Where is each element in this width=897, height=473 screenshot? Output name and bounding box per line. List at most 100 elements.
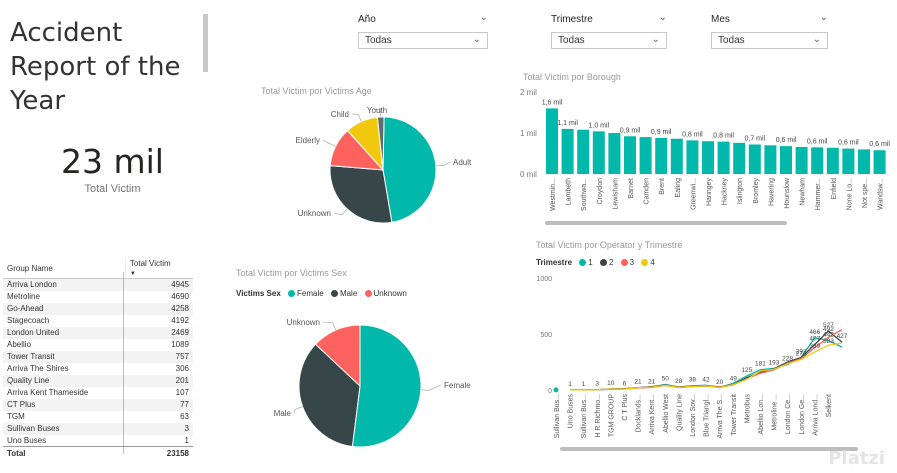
slicer-ano-title: Año <box>358 14 376 25</box>
pie-age-label-youth: Youth <box>367 106 387 115</box>
operator-category-label: London Ge... <box>799 394 806 435</box>
borough-bar[interactable] <box>592 131 605 174</box>
cell-total-victim: 201 <box>125 374 193 387</box>
operator-data-label: 21 <box>634 379 642 386</box>
borough-bar[interactable] <box>561 128 574 174</box>
pie-sex-slice-unknown[interactable] <box>314 324 361 388</box>
pie-age-slice-unknown[interactable] <box>329 165 393 224</box>
table-row[interactable]: Sullivan Buses 3 <box>3 422 193 435</box>
table-row[interactable]: Uno Buses 1 <box>3 435 193 447</box>
operator-category-label: Arriva Lond... <box>812 394 819 436</box>
table-row[interactable]: TGM 63 <box>3 411 193 423</box>
borough-category-label: Brent <box>659 178 666 195</box>
borough-bar[interactable] <box>670 138 683 174</box>
table-row[interactable]: Abellio 1089 <box>3 339 193 351</box>
borough-bar[interactable] <box>858 149 870 174</box>
borough-bar[interactable] <box>780 146 792 174</box>
pie-age-label-elderly: Elderly <box>296 136 320 145</box>
cell-total-label: Total <box>3 446 126 461</box>
borough-bar[interactable] <box>546 108 558 174</box>
slicer-trimestre-dropdown[interactable]: Todas ⌄ <box>551 32 667 49</box>
legend-q2[interactable]: 2 <box>608 258 614 267</box>
borough-category-label: Enfield <box>831 178 838 200</box>
borough-bar[interactable] <box>733 142 746 174</box>
pie-sex-slice-female[interactable] <box>351 324 422 448</box>
pie-age-chart[interactable]: Adult Unknown Elderly Child Youth <box>260 96 500 236</box>
borough-bar[interactable] <box>826 147 839 174</box>
borough-bar[interactable] <box>624 136 636 174</box>
borough-bar[interactable] <box>764 145 777 174</box>
cell-total-victim: 63 <box>180 412 189 421</box>
operator-category-label: H R Richmo... <box>595 394 602 438</box>
pie-sex-legend-title: Victims Sex <box>236 289 281 298</box>
borough-bar[interactable] <box>702 141 714 174</box>
borough-bar[interactable] <box>795 146 808 174</box>
table-row[interactable]: Arriva London 4945 <box>3 278 193 291</box>
borough-bar[interactable] <box>577 129 590 174</box>
legend-q1[interactable]: 1 <box>588 258 593 267</box>
table-row[interactable]: Stagecoach 4192 <box>3 315 193 327</box>
operator-category-label: Arriva The S... <box>717 394 724 439</box>
borough-bar[interactable] <box>811 147 824 174</box>
col-header-group-name[interactable]: Group Name <box>3 258 126 279</box>
slicer-ano-dropdown[interactable]: Todas ⌄ <box>358 32 488 49</box>
operator-data-label: 1 <box>582 381 586 388</box>
chevron-down-icon: ⌄ <box>472 34 481 45</box>
operator-data-label: 42 <box>702 376 710 383</box>
table-row[interactable]: London United 2469 <box>3 326 193 339</box>
chevron-down-icon[interactable]: ⌄ <box>479 12 488 23</box>
cell-group-name: Arriva Kent Thameside <box>7 388 89 397</box>
operator-scrollbar[interactable] <box>560 447 858 451</box>
platzi-watermark: Platzi <box>828 448 885 469</box>
operator-series-line-q4[interactable] <box>570 342 843 391</box>
table-row[interactable]: Go-Ahead 4258 <box>3 302 193 315</box>
cell-total-victim: 757 <box>125 350 193 363</box>
operator-data-label: 6 <box>623 380 627 387</box>
legend-male[interactable]: Male <box>339 289 358 298</box>
cell-total-victim: 4258 <box>125 302 193 315</box>
table-row[interactable]: Arriva The Shires 306 <box>3 363 193 375</box>
cell-group-name: Quality Line <box>3 374 126 387</box>
borough-bar-chart[interactable]: 2 mil 1 mil 0 mil 1,6 mil Westmin... 1,1 mil L… <box>520 84 892 220</box>
borough-bar[interactable] <box>639 137 652 174</box>
pie-age-label-adult: Adult <box>453 158 472 167</box>
borough-category-label: Haringey <box>706 178 713 207</box>
operator-data-label: 28 <box>675 378 683 385</box>
pie-sex-slice-male[interactable] <box>298 343 361 448</box>
col-header-total-victim[interactable]: Total Victim ▼ <box>124 258 193 279</box>
pie-age-leader-line <box>435 161 451 167</box>
table-row[interactable]: CT Plus 77 <box>3 398 193 411</box>
table-row[interactable]: Quality Line 201 <box>3 374 193 387</box>
title-divider <box>203 14 208 72</box>
table-row[interactable]: Metroline 4690 <box>3 291 193 303</box>
table-row[interactable]: Arriva Kent Thameside 107 <box>3 387 193 399</box>
pie-sex-chart[interactable]: Female Male Unknown <box>262 304 492 464</box>
borough-bar[interactable] <box>686 140 699 174</box>
slicer-mes-dropdown[interactable]: Todas ⌄ <box>711 32 828 49</box>
legend-unknown[interactable]: Unknown <box>373 289 407 298</box>
operator-ytick: 500 <box>540 332 552 339</box>
borough-category-label: Lewisham <box>612 178 619 210</box>
cell-group-name: CT Plus <box>3 398 126 411</box>
operator-data-label: 427 <box>837 333 848 340</box>
borough-bar[interactable] <box>873 150 886 174</box>
borough-scrollbar[interactable] <box>545 221 787 225</box>
borough-bar[interactable] <box>655 137 668 174</box>
chevron-down-icon[interactable]: ⌄ <box>658 12 667 23</box>
pie-sex-title: Total Victim por Victims Sex <box>236 268 347 278</box>
pie-age-slice-adult[interactable] <box>382 116 437 223</box>
borough-category-label: Ealing <box>675 178 682 198</box>
borough-bar[interactable] <box>748 144 761 174</box>
operator-category-label: Abellio Lon... <box>758 394 765 435</box>
legend-q4[interactable]: 4 <box>650 258 655 267</box>
chevron-down-icon[interactable]: ⌄ <box>819 12 828 23</box>
borough-bar[interactable] <box>608 133 621 174</box>
cell-group-name: Uno Buses <box>7 435 47 445</box>
table-row[interactable]: Tower Transit 757 <box>3 350 193 363</box>
operator-legend-title: Trimestre <box>536 258 573 267</box>
borough-bar[interactable] <box>842 148 855 174</box>
legend-q3[interactable]: 3 <box>629 258 635 267</box>
borough-bar[interactable] <box>717 141 730 174</box>
legend-female[interactable]: Female <box>297 289 324 298</box>
